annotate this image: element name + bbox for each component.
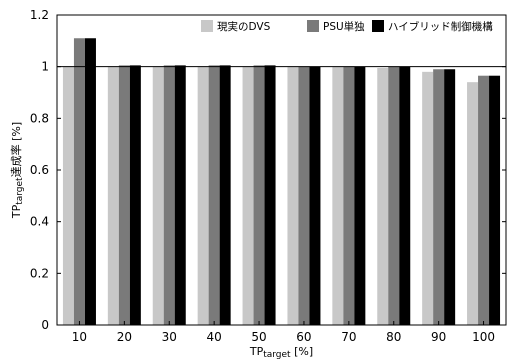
bar-1-40 bbox=[197, 66, 209, 326]
bar-1-80 bbox=[377, 67, 389, 325]
y-tick-label: 1 bbox=[41, 60, 49, 74]
x-tick-label: 100 bbox=[472, 330, 495, 344]
x-tick-label: 30 bbox=[162, 330, 177, 344]
bar-3-90 bbox=[444, 69, 456, 325]
bar-2-10 bbox=[73, 38, 85, 325]
bar-3-80 bbox=[399, 66, 411, 326]
bar-3-40 bbox=[219, 65, 231, 325]
y-tick-label: 0.4 bbox=[30, 215, 49, 229]
y-tick-label: 1.2 bbox=[30, 8, 49, 22]
bar-1-100 bbox=[467, 82, 479, 326]
bar-3-20 bbox=[129, 65, 141, 325]
bar-3-50 bbox=[264, 65, 276, 325]
y-axis-label-unit: 達成率 [%] bbox=[9, 122, 23, 178]
bar-3-100 bbox=[489, 75, 501, 325]
x-tick-label: 40 bbox=[207, 330, 222, 344]
x-axis-ticks: 10 20 30 40 50 60 70 80 90 100 bbox=[72, 321, 495, 344]
bar-2-40 bbox=[208, 65, 220, 325]
y-axis-label-main: TP bbox=[10, 204, 23, 219]
y-axis-ticks: 0 0.2 0.4 0.6 0.8 1 1.2 bbox=[30, 8, 506, 332]
x-axis-label-unit: [%] bbox=[291, 345, 314, 358]
x-tick-label: 10 bbox=[72, 330, 87, 344]
bar-2-50 bbox=[253, 65, 265, 325]
bar-1-90 bbox=[422, 71, 434, 325]
bars-layer bbox=[62, 38, 501, 326]
bar-2-30 bbox=[163, 65, 175, 325]
x-axis-label: TPtarget [%] bbox=[249, 345, 313, 360]
bar-1-30 bbox=[152, 66, 164, 326]
legend-label-2: PSU単独 bbox=[323, 20, 365, 33]
bar-1-50 bbox=[242, 66, 254, 326]
y-tick-label: 0 bbox=[41, 318, 49, 332]
legend-swatch-1 bbox=[201, 20, 213, 32]
bar-3-30 bbox=[174, 65, 186, 325]
bar-2-70 bbox=[343, 66, 355, 326]
legend: 現実のDVS PSU単独 ハイブリッド制御機構 bbox=[201, 20, 493, 33]
y-tick-label: 0.2 bbox=[30, 266, 49, 280]
bar-2-100 bbox=[478, 75, 490, 325]
x-tick-label: 70 bbox=[341, 330, 356, 344]
x-tick-label: 50 bbox=[251, 330, 266, 344]
legend-swatch-3 bbox=[372, 20, 384, 32]
bar-1-10 bbox=[62, 66, 74, 326]
bar-3-60 bbox=[309, 66, 321, 326]
bar-2-90 bbox=[433, 69, 445, 325]
legend-label-3: ハイブリッド制御機構 bbox=[388, 20, 493, 33]
y-tick-label: 0.8 bbox=[30, 111, 49, 125]
bar-2-20 bbox=[118, 65, 130, 325]
x-tick-label: 20 bbox=[117, 330, 132, 344]
bar-2-60 bbox=[298, 66, 310, 326]
x-tick-label: 60 bbox=[296, 330, 311, 344]
x-axis-label-sub: target bbox=[263, 350, 291, 360]
bar-1-60 bbox=[287, 66, 299, 326]
x-tick-label: 80 bbox=[386, 330, 401, 344]
y-tick-label: 0.6 bbox=[30, 163, 49, 177]
y-axis-label-sub: target bbox=[15, 177, 25, 205]
legend-label-1: 現実のDVS bbox=[217, 20, 271, 33]
bar-1-20 bbox=[107, 66, 119, 326]
bar-3-70 bbox=[354, 66, 366, 326]
bar-2-80 bbox=[388, 66, 400, 326]
legend-swatch-2 bbox=[307, 20, 319, 32]
x-tick-label: 90 bbox=[431, 330, 446, 344]
y-axis-label: TPtarget達成率 [%] bbox=[9, 122, 25, 219]
x-axis-label-main: TP bbox=[249, 345, 264, 358]
bar-3-10 bbox=[84, 38, 96, 325]
bar-1-70 bbox=[332, 66, 344, 326]
